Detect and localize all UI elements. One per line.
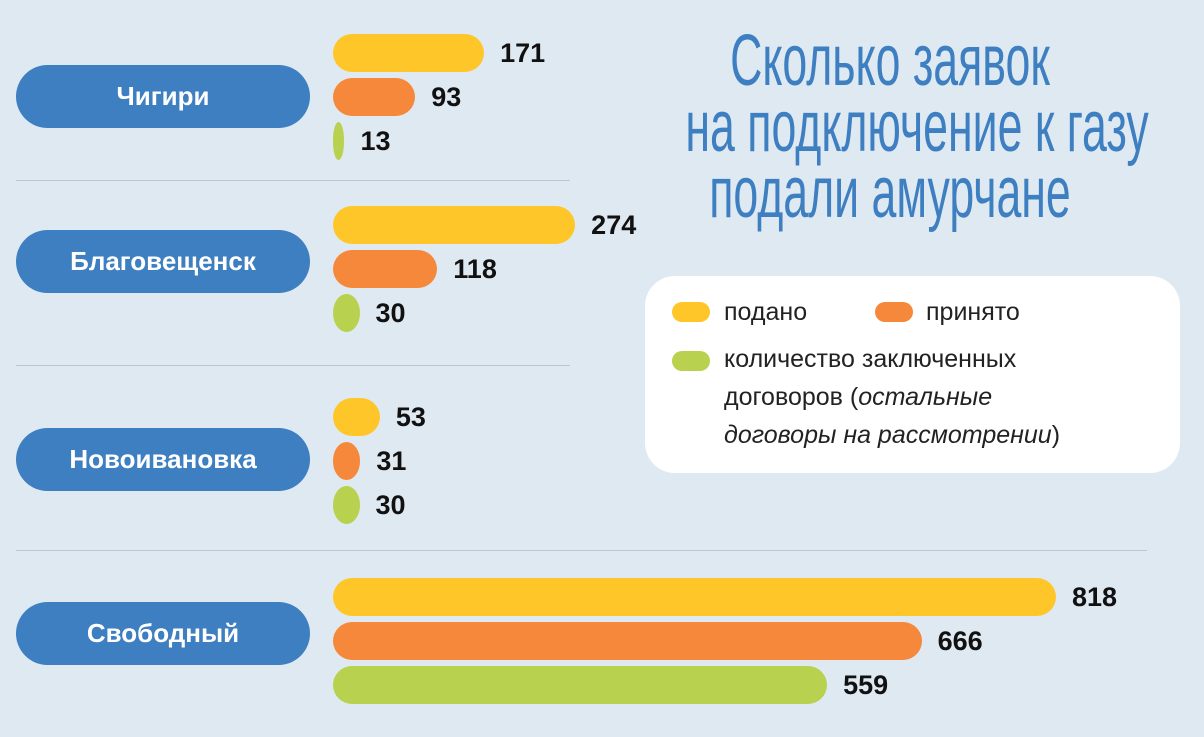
bar <box>333 398 380 436</box>
data-label: 93 <box>431 82 462 112</box>
title-line: на подключение к газу <box>685 87 1149 167</box>
title-line: подали амурчане <box>709 153 1071 233</box>
legend-text: ) <box>1051 421 1061 449</box>
legend-swatch-contracts <box>672 351 710 371</box>
data-label: 666 <box>937 626 983 656</box>
bar <box>333 442 361 480</box>
title-line: Сколько заявок <box>730 21 1050 101</box>
category-label: Чигири <box>16 65 310 128</box>
legend-label-submitted: подано <box>724 298 808 326</box>
separator-line <box>16 180 570 181</box>
category-label: Благовещенск <box>16 230 310 293</box>
bar <box>333 578 1056 616</box>
bar <box>333 206 576 244</box>
category-label: Свободный <box>16 602 310 665</box>
legend-label-contracts: количество заключенных договоров (осталь… <box>724 340 1060 454</box>
data-label: 818 <box>1072 582 1118 612</box>
bar <box>333 34 485 72</box>
legend-text: договоров ( <box>724 383 859 411</box>
legend-line: количество заключенных <box>724 345 1017 373</box>
legend-label-accepted: принято <box>926 298 1020 326</box>
data-label: 30 <box>375 490 406 520</box>
bar <box>333 78 416 116</box>
data-label: 53 <box>395 402 426 432</box>
legend-swatch-accepted <box>875 302 913 322</box>
legend-line: договоры на рассмотрении) <box>724 416 1060 454</box>
data-label: 30 <box>375 298 406 328</box>
legend-text-italic: остальные <box>858 383 993 411</box>
data-label: 559 <box>843 670 889 700</box>
data-label: 118 <box>453 254 497 284</box>
separator-line <box>16 365 570 366</box>
legend-line: договоров (остальные <box>724 378 1060 416</box>
legend-swatch-submitted <box>672 302 710 322</box>
data-label: 31 <box>376 446 407 476</box>
bar <box>333 486 360 524</box>
legend: подано принято количество заключенных до… <box>645 276 1180 473</box>
bar <box>333 622 922 660</box>
category-label: Новоивановка <box>16 428 310 491</box>
chart-title: Сколько заявок на подключение к газу под… <box>685 21 1149 233</box>
bar <box>333 250 438 288</box>
data-label: 171 <box>500 38 546 68</box>
data-label: 274 <box>591 210 637 240</box>
separator-line <box>16 550 1147 551</box>
data-label: 13 <box>360 126 391 156</box>
bar <box>333 294 360 332</box>
bar <box>333 666 828 704</box>
legend-text-italic: договоры на рассмотрении <box>724 421 1052 449</box>
bar <box>333 122 345 160</box>
